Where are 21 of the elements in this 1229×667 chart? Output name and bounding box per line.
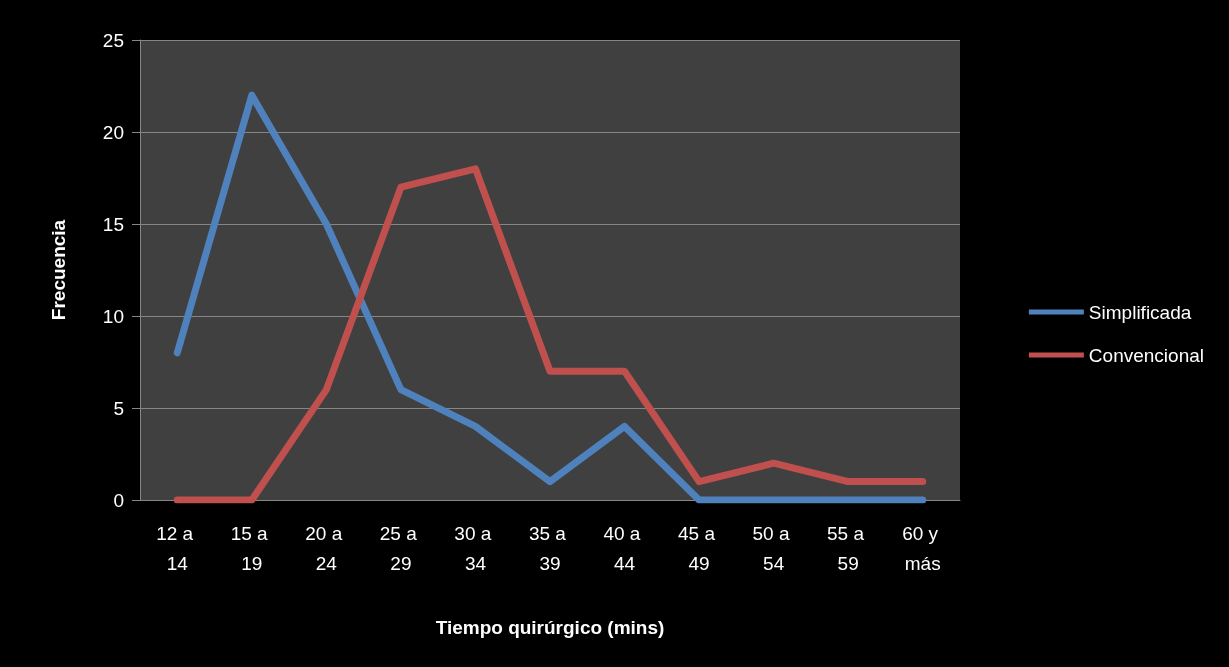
x-tick-label: 45 a 49: [677, 522, 721, 574]
x-axis-title: Tiempo quirúrgico (mins): [435, 617, 665, 638]
x-tick-label: 30 a 34: [454, 522, 497, 574]
y-tick-label: 10: [102, 305, 124, 327]
y-tick-label: 25: [102, 29, 124, 51]
x-tick-label: 55 a 59: [827, 522, 870, 574]
x-tick-label: 12 a 14: [156, 522, 199, 574]
y-tick-label: 15: [102, 213, 124, 235]
legend-label: Simplificada: [1088, 301, 1192, 323]
x-tick-label: 25 a 29: [379, 522, 423, 574]
y-tick-label: 5: [113, 397, 124, 419]
x-tick-label: 15 a 19: [230, 522, 273, 574]
y-tick-label: 20: [102, 121, 124, 143]
x-tick-label: 40 a 44: [603, 522, 646, 574]
y-axis-title: Frecuencia: [48, 219, 69, 321]
x-tick-label: 60 y más: [902, 522, 944, 574]
x-tick-label: 35 a 39: [528, 522, 572, 574]
y-tick-label: 0: [113, 489, 124, 511]
x-tick-label: 50 a 54: [752, 522, 795, 574]
legend-label: Convencional: [1088, 344, 1205, 366]
x-tick-label: 20 a 24: [305, 522, 348, 574]
